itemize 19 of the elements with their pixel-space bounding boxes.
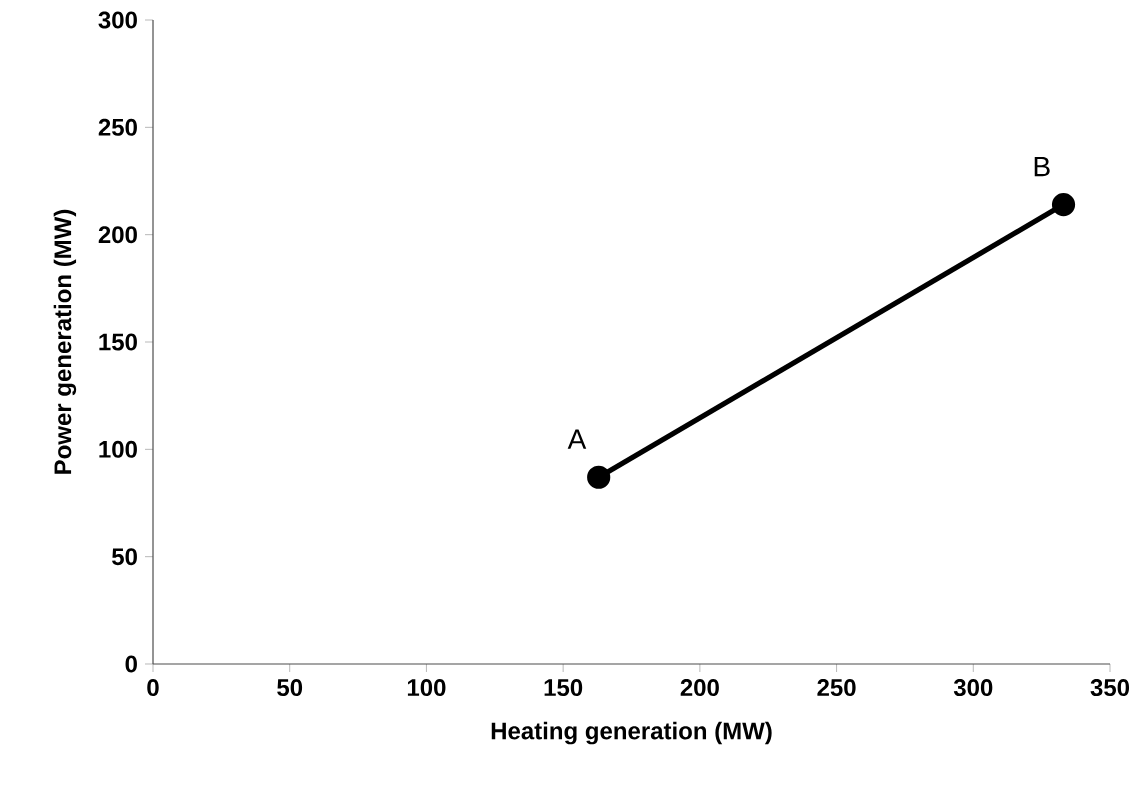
- x-tick-label: 100: [407, 679, 446, 697]
- x-tick-label: 300: [953, 679, 993, 697]
- y-tick-label: 300: [98, 11, 137, 29]
- x-tick-label: 50: [277, 679, 303, 697]
- x-tick-label: 250: [817, 679, 856, 697]
- y-tick-label: 250: [98, 118, 137, 136]
- y-tick-label: 0: [125, 655, 137, 673]
- annotation: A: [567, 429, 587, 449]
- y-tick-label: 200: [98, 226, 137, 244]
- annotation: B: [1034, 156, 1050, 177]
- x-axis-title: Heating generation (MW): [491, 721, 772, 745]
- x-tick-label: 200: [680, 679, 719, 697]
- y-tick-label: 50: [112, 548, 137, 566]
- y-axis-title: Power generation (MW): [53, 209, 77, 474]
- x-tick-label: 350: [1090, 679, 1130, 697]
- y-tick-label: 150: [99, 333, 137, 351]
- x-tick-label: 0: [147, 679, 159, 697]
- y-tick-label: 100: [99, 440, 137, 458]
- x-tick-label: 150: [544, 679, 583, 697]
